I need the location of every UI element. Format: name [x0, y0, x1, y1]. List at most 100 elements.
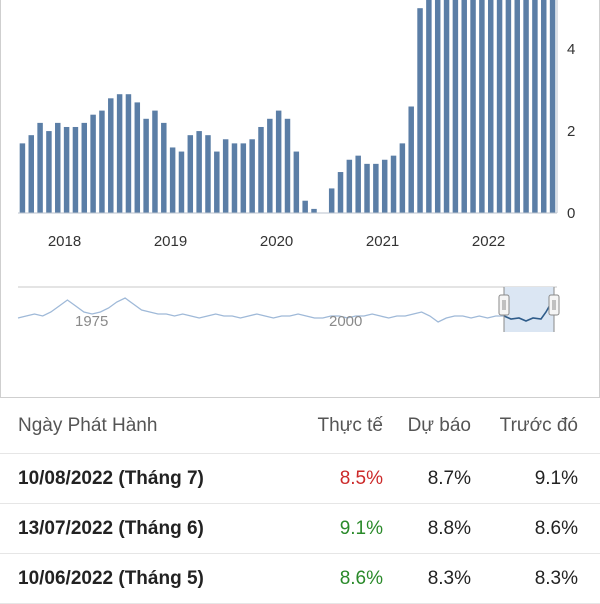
- navigator-line: [17, 297, 504, 323]
- x-tick-label: 2019: [154, 233, 187, 250]
- chart-bar[interactable]: [205, 135, 211, 213]
- chart-bar[interactable]: [452, 0, 459, 214]
- table-row: 10/06/2022 (Tháng 5) 8.6% 8.3% 8.3%: [0, 554, 600, 604]
- chart-bar[interactable]: [267, 118, 273, 213]
- row-forecast: 8.7%: [427, 467, 471, 489]
- chart-bar[interactable]: [169, 147, 176, 213]
- chart-bar[interactable]: [240, 143, 247, 213]
- inflation-chart: 0 2 4 2018 2019 2020 2021 2022 1975 2000: [17, 0, 575, 332]
- chart-bar[interactable]: [293, 151, 300, 213]
- x-tick-label: 2021: [366, 233, 399, 250]
- chart-bar[interactable]: [479, 0, 485, 214]
- x-ticks: 2018 2019 2020 2021 2022: [48, 233, 505, 250]
- chart-bar[interactable]: [28, 135, 34, 213]
- chart-bar[interactable]: [125, 94, 132, 213]
- bars-group: [19, 0, 556, 214]
- chart-bar[interactable]: [196, 131, 202, 213]
- chart-bar[interactable]: [152, 110, 158, 213]
- navigator-label-1975: 1975: [75, 313, 108, 330]
- chart-panel: 0 2 4 2018 2019 2020 2021 2022 1975 2000: [0, 0, 600, 398]
- chart-bar[interactable]: [302, 200, 308, 213]
- chart-bar[interactable]: [417, 8, 423, 213]
- x-tick-label: 2022: [472, 233, 505, 250]
- header-forecast[interactable]: Dự báo: [407, 414, 471, 436]
- chart-bar[interactable]: [214, 151, 220, 213]
- chart-bar[interactable]: [443, 0, 450, 214]
- chart-bar[interactable]: [46, 131, 52, 213]
- chart-bar[interactable]: [275, 110, 282, 213]
- x-tick-label: 2018: [48, 233, 81, 250]
- table-row: 10/08/2022 (Tháng 7) 8.5% 8.7% 9.1%: [0, 454, 600, 504]
- chart-bar[interactable]: [249, 139, 255, 213]
- chart-bar[interactable]: [532, 0, 538, 214]
- chart-bar[interactable]: [426, 0, 432, 214]
- chart-bar[interactable]: [408, 106, 414, 214]
- chart-bar[interactable]: [161, 122, 167, 213]
- header-previous[interactable]: Trước đó: [499, 414, 578, 436]
- chart-bar[interactable]: [258, 126, 264, 213]
- chart-bar[interactable]: [187, 135, 194, 213]
- chart-bar[interactable]: [364, 163, 370, 213]
- row-actual: 8.5%: [339, 467, 383, 489]
- chart-bar[interactable]: [337, 172, 344, 213]
- chart-bar[interactable]: [108, 98, 114, 213]
- chart-bar[interactable]: [311, 208, 317, 213]
- chart-bar[interactable]: [134, 102, 141, 213]
- chart-bar[interactable]: [178, 151, 185, 213]
- x-tick-label: 2020: [260, 233, 293, 250]
- row-previous: 8.3%: [534, 567, 578, 589]
- chart-bar[interactable]: [143, 118, 149, 213]
- chart-bar[interactable]: [346, 159, 353, 213]
- chart-bar[interactable]: [373, 163, 379, 213]
- chart-bar[interactable]: [231, 143, 238, 213]
- navigator-right-handle[interactable]: [548, 287, 560, 332]
- row-date: 10/06/2022 (Tháng 5): [18, 567, 204, 589]
- chart-bar[interactable]: [99, 110, 105, 213]
- navigator-label-2000: 2000: [329, 313, 362, 330]
- chart-bar[interactable]: [116, 94, 123, 213]
- chart-bar[interactable]: [55, 122, 61, 213]
- header-release-date[interactable]: Ngày Phát Hành: [18, 414, 158, 436]
- y-ticks: 0 2 4: [567, 41, 575, 222]
- release-history-table: Ngày Phát Hành Thực tế Dự báo Trước đó 1…: [0, 398, 600, 604]
- chart-bar[interactable]: [381, 159, 388, 213]
- chart-bar[interactable]: [549, 0, 556, 214]
- chart-bar[interactable]: [63, 126, 70, 213]
- chart-bar[interactable]: [461, 0, 467, 214]
- chart-bar[interactable]: [90, 114, 96, 213]
- chart-bar[interactable]: [284, 118, 291, 213]
- range-navigator[interactable]: 1975 2000: [17, 286, 560, 332]
- row-previous: 8.6%: [534, 517, 578, 539]
- chart-bar[interactable]: [222, 139, 229, 213]
- chart-bar[interactable]: [328, 188, 335, 213]
- row-date: 13/07/2022 (Tháng 6): [18, 517, 204, 539]
- navigator-left-handle[interactable]: [498, 287, 510, 332]
- chart-bar[interactable]: [505, 0, 512, 214]
- row-date: 10/08/2022 (Tháng 7): [18, 467, 204, 489]
- chart-bar[interactable]: [72, 126, 79, 213]
- row-previous: 9.1%: [534, 467, 578, 489]
- chart-bar[interactable]: [355, 155, 361, 213]
- chart-bar[interactable]: [514, 0, 520, 214]
- row-actual: 8.6%: [339, 567, 383, 589]
- chart-bar[interactable]: [81, 122, 88, 213]
- row-forecast: 8.3%: [427, 567, 471, 589]
- y-tick-label: 4: [567, 41, 575, 58]
- chart-bar[interactable]: [37, 122, 43, 213]
- chart-bar[interactable]: [19, 143, 26, 213]
- y-tick-label: 0: [567, 205, 575, 222]
- chart-bar[interactable]: [487, 0, 494, 214]
- row-forecast: 8.8%: [427, 517, 471, 539]
- chart-bar[interactable]: [470, 0, 476, 214]
- chart-bar[interactable]: [390, 155, 397, 213]
- chart-bar[interactable]: [399, 143, 406, 213]
- row-actual: 9.1%: [339, 517, 383, 539]
- chart-bar[interactable]: [496, 0, 503, 214]
- table-row: 13/07/2022 (Tháng 6) 9.1% 8.8% 8.6%: [0, 504, 600, 554]
- chart-bar[interactable]: [541, 0, 547, 214]
- chart-bar[interactable]: [434, 0, 441, 214]
- navigator-selected-range[interactable]: [504, 287, 554, 332]
- chart-bar[interactable]: [523, 0, 529, 214]
- header-actual[interactable]: Thực tế: [317, 414, 383, 436]
- table-header: Ngày Phát Hành Thực tế Dự báo Trước đó: [0, 398, 600, 454]
